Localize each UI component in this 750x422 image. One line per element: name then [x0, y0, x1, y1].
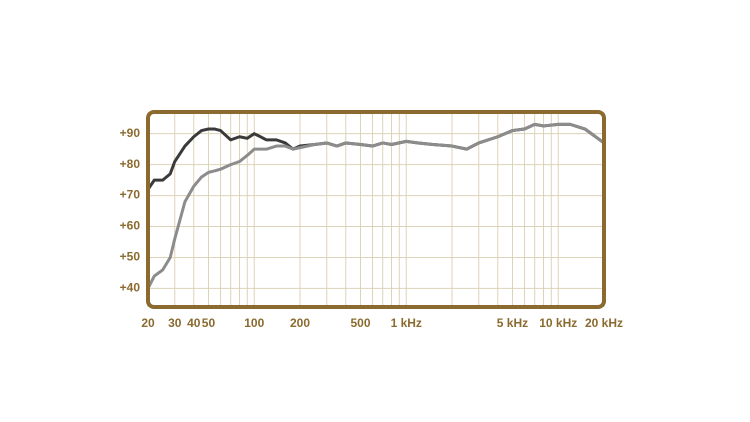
y-tick-label: +90	[120, 126, 141, 140]
x-tick-label: 40	[187, 316, 201, 330]
y-tick-label: +80	[120, 157, 141, 171]
x-tick-label: 100	[244, 316, 264, 330]
y-tick-label: +70	[120, 188, 141, 202]
x-tick-label: 1 kHz	[391, 316, 422, 330]
y-tick-label: +60	[120, 219, 141, 233]
x-tick-label: 10 kHz	[539, 316, 577, 330]
x-tick-label: 30	[168, 316, 182, 330]
x-tick-label: 200	[290, 316, 310, 330]
plot-frame	[146, 110, 606, 309]
y-tick-label: +50	[120, 250, 141, 264]
series-line	[146, 122, 606, 290]
x-tick-label: 500	[350, 316, 370, 330]
x-tick-label: 50	[202, 316, 216, 330]
x-tick-label: 20 kHz	[585, 316, 623, 330]
x-tick-label: 5 kHz	[497, 316, 528, 330]
x-tick-label: 20	[141, 316, 155, 330]
y-tick-label: +40	[120, 281, 141, 295]
